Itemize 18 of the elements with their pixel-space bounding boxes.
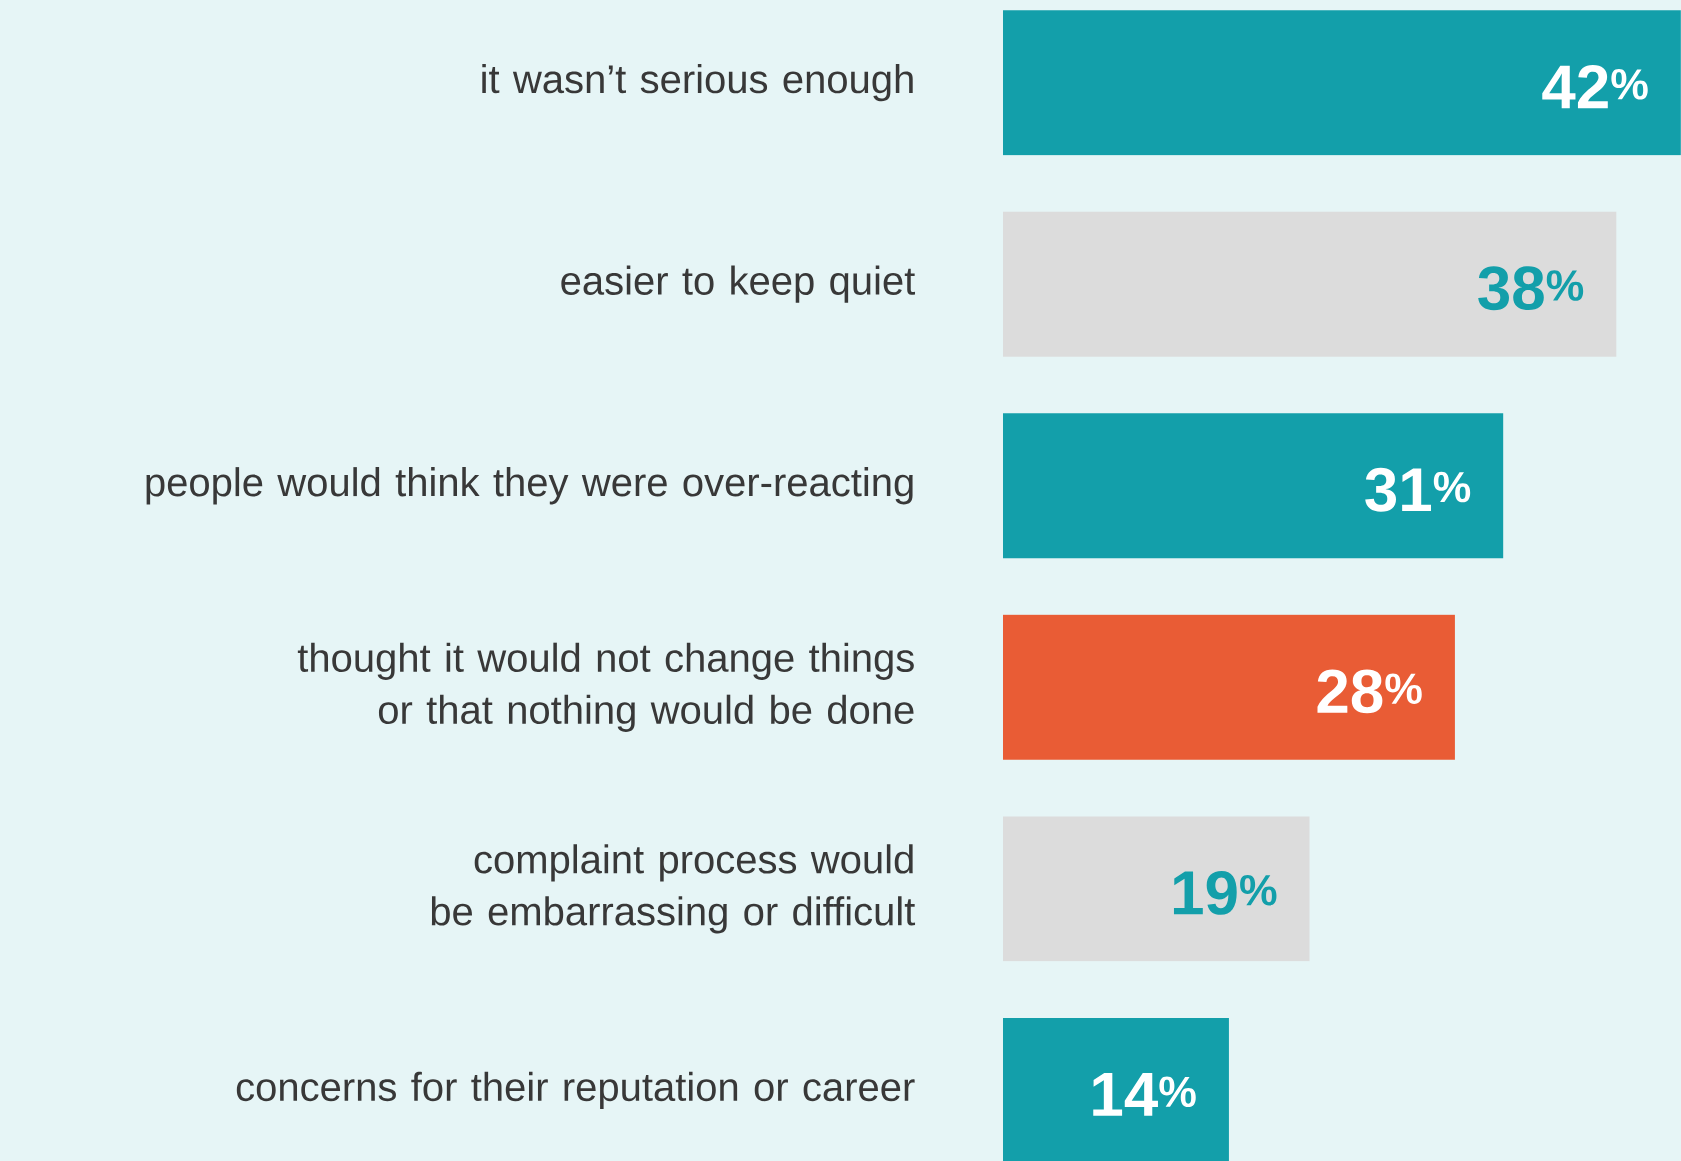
- y-tick-label: thought it would not change things or that nothing would be done: [297, 642, 914, 732]
- data-label: 42$^{%}$: [1542, 65, 1648, 109]
- y-tick-label: concerns for their reputation or career: [236, 1071, 915, 1110]
- bar: [1002, 1017, 1229, 1161]
- data-label: 28$^{%}$: [1317, 669, 1422, 714]
- data-label: 19$^{%}$: [1173, 870, 1277, 915]
- data-label: 14$^{%}$: [1093, 1073, 1196, 1116]
- bar: [1002, 211, 1617, 357]
- y-tick-label: easier to keep quiet: [561, 265, 916, 303]
- bar: [1002, 816, 1310, 962]
- y-tick-label: people would think they were over-reacting: [146, 467, 913, 505]
- bar: [1002, 413, 1504, 559]
- bar: [1002, 614, 1455, 760]
- data-label: 31$^{%}$: [1365, 467, 1471, 512]
- bar: [1002, 10, 1681, 156]
- data-label: 38$^{%}$: [1478, 266, 1584, 311]
- y-tick-label: it wasn’t serious enough: [482, 64, 913, 102]
- y-tick-label: complaint process would be embarrassing or difficult: [431, 844, 916, 934]
